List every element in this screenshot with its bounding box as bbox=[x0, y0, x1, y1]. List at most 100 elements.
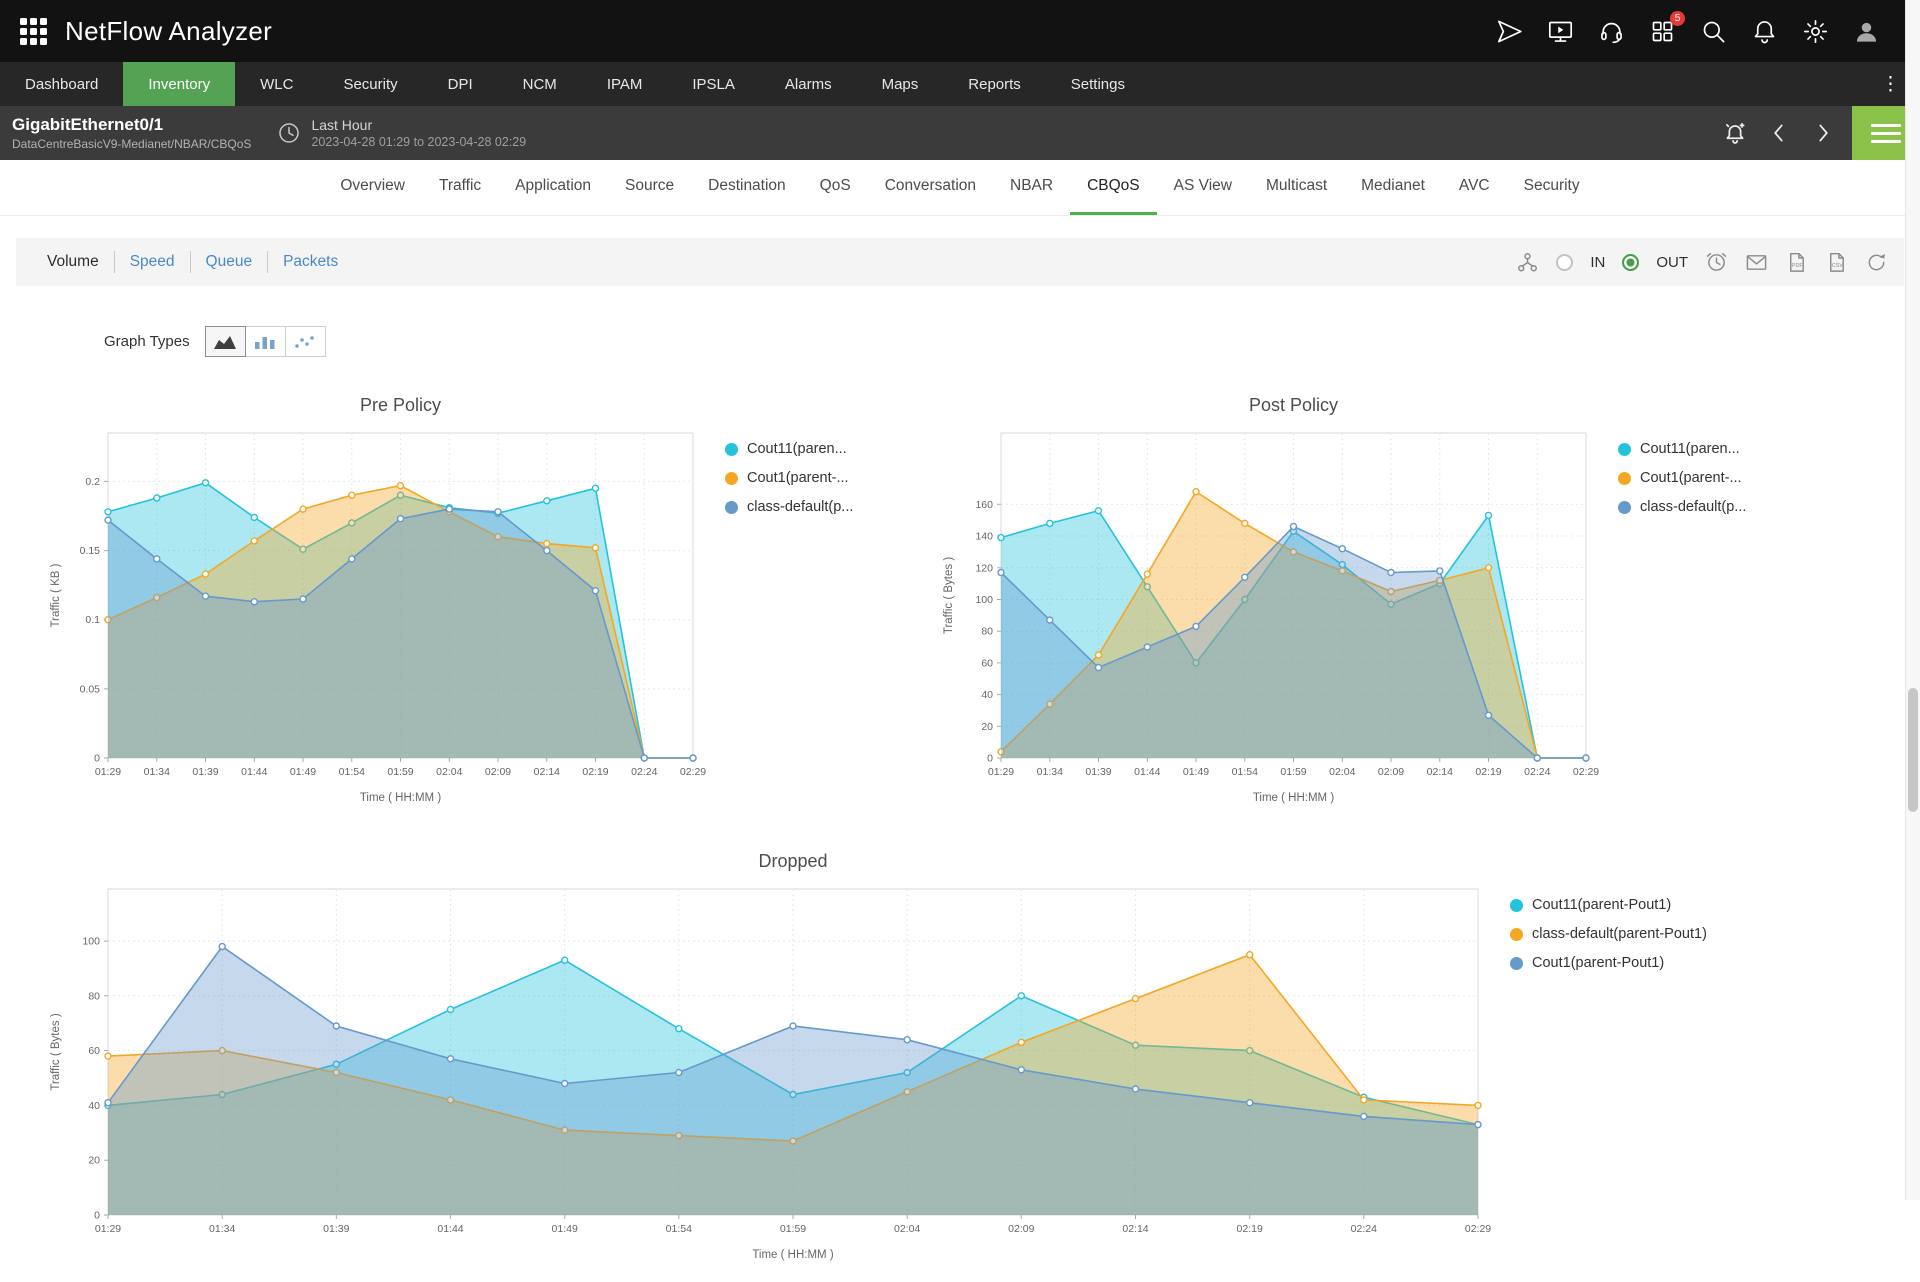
tab-conversation[interactable]: Conversation bbox=[884, 177, 977, 194]
chart-legend-post-policy: Cout11(paren... Cout1(parent-... class-def… bbox=[1600, 385, 1800, 528]
user-avatar[interactable] bbox=[1853, 18, 1880, 45]
view-packets[interactable]: Packets bbox=[267, 251, 353, 273]
chart-plot-pre-policy: Pre Policy 0 0.05 0.1 0.15 0.2 01:29 01:34 01:39… bbox=[44, 385, 707, 825]
svg-text:0.05: 0.05 bbox=[80, 683, 101, 695]
nav-item-reports[interactable]: Reports bbox=[968, 75, 1021, 93]
tab-overview[interactable]: Overview bbox=[340, 177, 405, 194]
svg-text:PDF: PDF bbox=[1792, 262, 1803, 268]
tab-avc[interactable]: AVC bbox=[1458, 177, 1490, 194]
legend-dot bbox=[1618, 500, 1631, 514]
svg-text:02:04: 02:04 bbox=[436, 766, 462, 778]
nav-item-ipam[interactable]: IPAM bbox=[606, 75, 643, 93]
time-period[interactable]: Last Hour 2023-04-28 01:29 to 2023-04-28… bbox=[277, 117, 526, 149]
svg-text:02:29: 02:29 bbox=[1573, 766, 1599, 778]
svg-text:40: 40 bbox=[981, 689, 993, 701]
legend-label: Cout1(parent-Pout1) bbox=[1532, 955, 1665, 971]
getting-started-icon[interactable] bbox=[1496, 18, 1523, 45]
scrollbar-thumb[interactable] bbox=[1908, 688, 1918, 812]
svg-text:Traffic ( KB ): Traffic ( KB ) bbox=[50, 563, 62, 627]
svg-text:01:44: 01:44 bbox=[241, 766, 267, 778]
time-period-icon[interactable] bbox=[1705, 251, 1728, 274]
nav-item-dpi[interactable]: DPI bbox=[447, 75, 473, 93]
nav-item-security[interactable]: Security bbox=[343, 75, 398, 93]
legend-item-cout1-parent[interactable]: Cout1(parent-... bbox=[1618, 470, 1800, 486]
nav-item-maps[interactable]: Maps bbox=[881, 75, 919, 93]
legend-item-class-default-parent-pout1[interactable]: class-default(parent-Pout1) bbox=[1510, 926, 1707, 942]
tab-source[interactable]: Source bbox=[625, 177, 675, 194]
svg-text:02:19: 02:19 bbox=[582, 766, 608, 778]
nav-item-ncm[interactable]: NCM bbox=[522, 75, 557, 93]
legend-item-cout11-parent-pout1[interactable]: Cout11(parent-Pout1) bbox=[1510, 897, 1707, 913]
app-grid-icon[interactable] bbox=[20, 17, 47, 45]
legend-item-cout1-parent-pout1[interactable]: Cout1(parent-Pout1) bbox=[1510, 955, 1707, 971]
tab-traffic[interactable]: Traffic bbox=[438, 177, 482, 194]
chevron-left-icon[interactable] bbox=[1766, 120, 1792, 146]
alarm-icon[interactable] bbox=[1722, 120, 1748, 146]
out-label: OUT bbox=[1656, 253, 1688, 271]
tab-application[interactable]: Application bbox=[515, 177, 591, 194]
legend-dot bbox=[1510, 927, 1523, 941]
chart-plot-post-policy: Post Policy 0 20 40 60 80 100 120 140 160 01:29 01:… bbox=[937, 385, 1600, 825]
topology-icon[interactable] bbox=[1516, 251, 1539, 274]
view-speed[interactable]: Speed bbox=[113, 251, 190, 273]
svg-text:160: 160 bbox=[975, 499, 993, 511]
chart-canvas-post-policy: Post Policy 0 20 40 60 80 100 120 140 160 01:29 01:… bbox=[943, 395, 1599, 804]
tab-cbqos[interactable]: CBQoS bbox=[1070, 160, 1157, 215]
support-icon[interactable] bbox=[1598, 18, 1625, 45]
search-icon[interactable] bbox=[1700, 18, 1727, 45]
tab-destination[interactable]: Destination bbox=[708, 177, 786, 194]
svg-text:02:14: 02:14 bbox=[1427, 766, 1453, 778]
email-icon[interactable] bbox=[1745, 251, 1768, 274]
legend-item-class-default-p[interactable]: class-default(p... bbox=[725, 499, 907, 515]
scatter-chart-icon[interactable] bbox=[284, 326, 326, 357]
area-chart-icon[interactable] bbox=[204, 326, 246, 357]
chevron-right-icon[interactable] bbox=[1810, 120, 1836, 146]
svg-text:Dropped: Dropped bbox=[758, 851, 827, 871]
legend-item-cout1-parent[interactable]: Cout1(parent-... bbox=[725, 470, 907, 486]
svg-text:120: 120 bbox=[975, 562, 993, 574]
legend-item-cout11-paren[interactable]: Cout11(paren... bbox=[1618, 441, 1800, 457]
svg-text:20: 20 bbox=[88, 1155, 100, 1167]
tab-multicast[interactable]: Multicast bbox=[1265, 177, 1328, 194]
page-scrollbar[interactable] bbox=[1905, 0, 1920, 1200]
nav-item-dashboard[interactable]: Dashboard bbox=[25, 75, 99, 93]
svg-text:02:09: 02:09 bbox=[485, 766, 511, 778]
screen-demo-icon[interactable] bbox=[1547, 18, 1574, 45]
tab-qos[interactable]: QoS bbox=[819, 177, 851, 194]
refresh-icon[interactable] bbox=[1865, 251, 1888, 274]
svg-text:20: 20 bbox=[981, 721, 993, 733]
chart-post-policy: Post Policy 0 20 40 60 80 100 120 140 160 01:29 01:… bbox=[937, 385, 1800, 825]
out-radio[interactable] bbox=[1622, 253, 1640, 271]
svg-text:02:04: 02:04 bbox=[1329, 766, 1355, 778]
apps-icon[interactable]: 5 bbox=[1649, 10, 1685, 45]
pdf-export-icon[interactable]: PDF bbox=[1785, 251, 1808, 274]
more-vertical-icon[interactable]: ⋮ bbox=[1881, 73, 1900, 95]
svg-text:Traffic ( Bytes ): Traffic ( Bytes ) bbox=[50, 1013, 62, 1090]
tab-security[interactable]: Security bbox=[1523, 177, 1580, 194]
tab-nbar[interactable]: NBAR bbox=[1010, 177, 1054, 194]
nav-item-settings[interactable]: Settings bbox=[1070, 75, 1125, 93]
svg-text:01:39: 01:39 bbox=[323, 1223, 349, 1235]
nav-item-alarms[interactable]: Alarms bbox=[784, 75, 832, 93]
view-volume[interactable]: Volume bbox=[47, 253, 99, 270]
svg-text:02:09: 02:09 bbox=[1008, 1223, 1034, 1235]
view-queue[interactable]: Queue bbox=[189, 251, 268, 273]
nav-item-inventory[interactable]: Inventory bbox=[123, 62, 236, 106]
svg-text:100: 100 bbox=[975, 594, 993, 606]
nav-item-ipsla[interactable]: IPSLA bbox=[692, 75, 735, 93]
settings-icon[interactable] bbox=[1802, 18, 1829, 45]
svg-text:02:19: 02:19 bbox=[1237, 1223, 1263, 1235]
tab-as-view[interactable]: AS View bbox=[1173, 177, 1232, 194]
charts-row-bottom: Dropped 0 20 40 60 80 100 01:29 01:34 01:39 01:44 0… bbox=[44, 841, 1920, 1282]
legend-item-class-default-p[interactable]: class-default(p... bbox=[1618, 499, 1800, 515]
in-radio[interactable] bbox=[1556, 253, 1574, 271]
bar-chart-icon[interactable] bbox=[244, 326, 286, 357]
svg-text:02:09: 02:09 bbox=[1378, 766, 1404, 778]
csv-export-icon[interactable]: CSV bbox=[1825, 251, 1848, 274]
legend-item-cout11-paren[interactable]: Cout11(paren... bbox=[725, 441, 907, 457]
tab-medianet[interactable]: Medianet bbox=[1361, 177, 1425, 194]
nav-item-wlc[interactable]: WLC bbox=[260, 75, 294, 93]
svg-text:02:29: 02:29 bbox=[680, 766, 706, 778]
notifications-icon[interactable] bbox=[1751, 18, 1778, 45]
graph-types: Graph Types bbox=[104, 326, 1920, 357]
